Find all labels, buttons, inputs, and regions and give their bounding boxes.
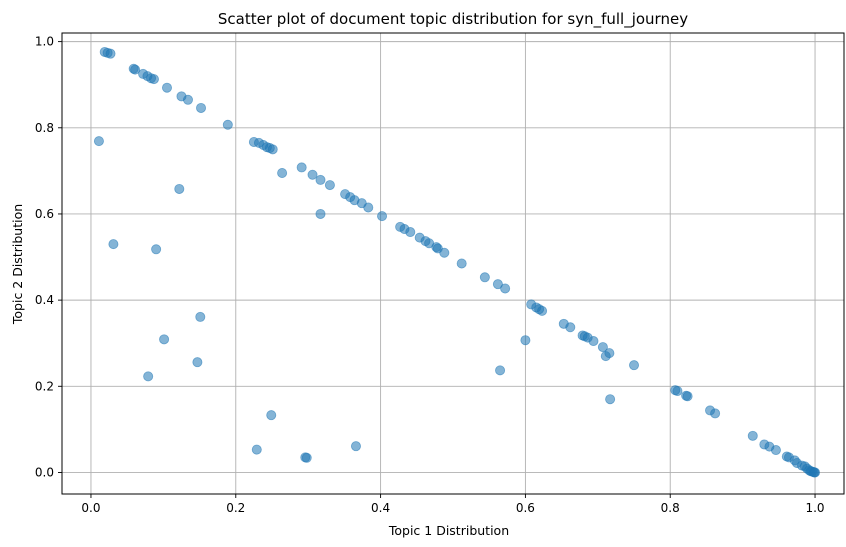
x-tick-label: 0.2 xyxy=(226,501,245,515)
scatter-point xyxy=(710,408,721,419)
y-axis-label: Topic 2 Distribution xyxy=(10,204,25,325)
scatter-point xyxy=(105,48,116,59)
scatter-point xyxy=(682,391,693,402)
x-tick-label: 0.4 xyxy=(371,501,390,515)
scatter-point xyxy=(405,227,416,238)
scatter-point xyxy=(182,94,193,105)
scatter-point xyxy=(492,279,503,290)
scatter-point xyxy=(159,334,170,345)
scatter-point xyxy=(629,360,640,371)
scatter-point xyxy=(93,136,104,147)
scatter-point xyxy=(277,168,288,179)
scatter-point xyxy=(363,202,374,213)
scatter-point xyxy=(148,74,159,85)
scatter-point xyxy=(672,386,683,397)
scatter-point xyxy=(267,144,278,155)
scatter-point xyxy=(151,244,162,255)
data-points xyxy=(93,46,821,478)
grid xyxy=(62,33,844,494)
y-tick-label: 1.0 xyxy=(35,35,54,49)
x-axis-ticks: 0.0 0.2 0.4 0.6 0.8 1.0 xyxy=(81,494,825,515)
scatter-point xyxy=(196,102,207,113)
scatter-point xyxy=(810,467,821,478)
scatter-point xyxy=(588,336,599,347)
scatter-point xyxy=(161,82,172,93)
scatter-point xyxy=(439,247,450,258)
scatter-point xyxy=(479,272,490,283)
x-tick-label: 0.6 xyxy=(516,501,535,515)
scatter-point xyxy=(565,322,576,333)
scatter-point xyxy=(605,394,616,405)
scatter-point xyxy=(195,311,206,322)
scatter-point xyxy=(222,119,233,130)
scatter-point xyxy=(296,162,307,173)
scatter-point xyxy=(537,305,548,316)
x-tick-label: 0.0 xyxy=(81,501,100,515)
scatter-point xyxy=(350,441,361,452)
scatter-point xyxy=(770,445,781,456)
scatter-point xyxy=(266,410,277,421)
scatter-point xyxy=(251,444,262,455)
chart-title: Scatter plot of document topic distribut… xyxy=(218,10,688,29)
x-axis-label: Topic 1 Distribution xyxy=(388,523,509,538)
scatter-point xyxy=(301,452,312,463)
x-tick-label: 0.8 xyxy=(661,501,680,515)
y-tick-label: 0.4 xyxy=(35,293,54,307)
scatter-point xyxy=(192,357,203,368)
y-tick-label: 0.6 xyxy=(35,207,54,221)
scatter-point xyxy=(315,208,326,219)
y-tick-label: 0.0 xyxy=(35,465,54,479)
scatter-point xyxy=(597,342,608,353)
scatter-point xyxy=(143,371,154,382)
scatter-point xyxy=(604,348,615,359)
scatter-point xyxy=(307,169,318,180)
scatter-point xyxy=(130,64,141,75)
scatter-point xyxy=(108,239,119,250)
y-tick-label: 0.8 xyxy=(35,121,54,135)
scatter-point xyxy=(174,183,185,194)
scatter-point xyxy=(495,365,506,376)
y-tick-label: 0.2 xyxy=(35,379,54,393)
y-axis-ticks: 0.0 0.2 0.4 0.6 0.8 1.0 xyxy=(35,35,62,479)
scatter-point xyxy=(315,174,326,185)
scatter-point xyxy=(747,430,758,441)
scatter-point xyxy=(500,283,511,294)
x-tick-label: 1.0 xyxy=(805,501,824,515)
scatter-point xyxy=(456,258,467,269)
scatter-point xyxy=(520,335,531,346)
plot-frame xyxy=(61,32,845,495)
scatter-point xyxy=(377,211,388,222)
scatter-point xyxy=(324,180,335,191)
